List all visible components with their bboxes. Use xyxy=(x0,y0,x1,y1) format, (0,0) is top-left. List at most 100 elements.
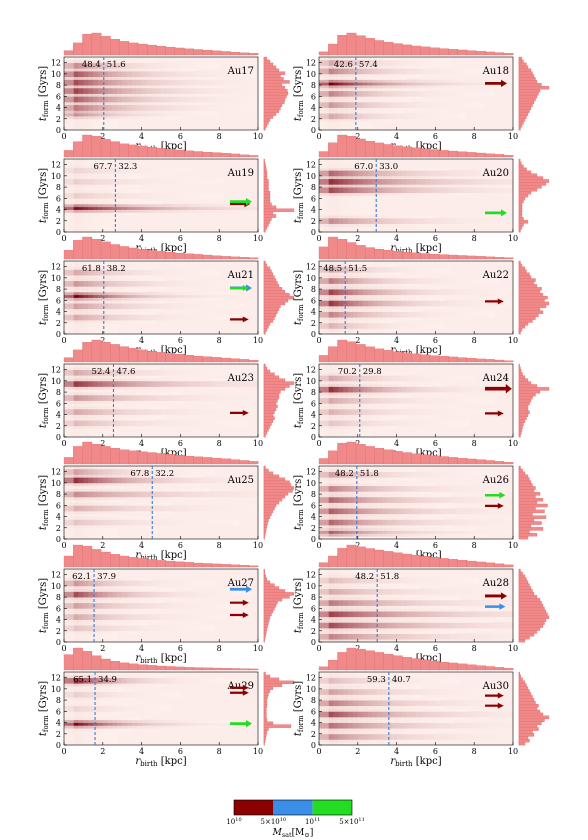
heatmap-cell xyxy=(83,408,89,413)
heatmap-cell xyxy=(170,65,176,69)
heatmap-cell xyxy=(64,386,70,390)
side-hist-bar xyxy=(263,185,269,189)
heatmap-cell xyxy=(319,328,325,332)
heatmap-cell xyxy=(64,127,70,131)
heatmap-cell xyxy=(151,300,157,304)
heatmap-cell xyxy=(199,181,206,185)
top-hist-bar xyxy=(485,256,495,260)
heatmap-cell xyxy=(479,303,485,307)
heatmap-cell xyxy=(170,181,176,185)
heatmap-cell xyxy=(352,187,359,191)
heatmap-cell xyxy=(445,85,451,89)
heatmap-cell xyxy=(156,317,162,321)
heatmap-cell xyxy=(146,380,152,385)
heatmap-cell xyxy=(416,68,422,72)
heatmap-cell xyxy=(401,311,407,315)
heatmap-cell xyxy=(175,297,181,301)
heatmap-cell xyxy=(449,68,456,72)
heatmap-cell xyxy=(93,305,99,310)
heatmap-cell xyxy=(175,192,181,196)
heatmap-cell xyxy=(333,263,339,268)
heatmap-cell xyxy=(107,65,113,69)
heatmap-cell xyxy=(122,417,128,421)
heatmap-cell xyxy=(204,195,210,199)
heatmap-cell xyxy=(73,184,79,188)
heatmap-cell xyxy=(141,378,147,382)
heatmap-cell xyxy=(170,272,176,276)
heatmap-cell xyxy=(488,178,494,182)
heatmap-cell xyxy=(224,71,230,75)
heatmap-cell xyxy=(78,198,84,202)
heatmap-cell xyxy=(352,325,359,329)
heatmap-cell xyxy=(93,417,99,421)
heatmap-cell xyxy=(406,192,412,196)
heatmap-cell xyxy=(382,325,388,329)
x-tick-label: 2 xyxy=(100,132,105,141)
heatmap-cell xyxy=(88,170,94,174)
heatmap-cell xyxy=(97,275,104,279)
heatmap-cell xyxy=(430,280,436,284)
heatmap-cell xyxy=(175,209,181,213)
heatmap-cell xyxy=(386,115,393,120)
heatmap-cell xyxy=(83,303,89,307)
heatmap-cell xyxy=(93,173,99,177)
heatmap-cell xyxy=(102,300,109,304)
heatmap-cell xyxy=(83,192,89,196)
heatmap-cell xyxy=(127,417,133,421)
heatmap-cell xyxy=(362,115,368,120)
heatmap-cell xyxy=(386,319,393,324)
heatmap-cell xyxy=(435,85,441,89)
heatmap-cell xyxy=(323,263,330,268)
heatmap-cell xyxy=(430,300,436,304)
heatmap-cell xyxy=(319,280,325,284)
heatmap-cell xyxy=(151,366,157,371)
heatmap-cell xyxy=(214,93,220,97)
heatmap-cell xyxy=(352,198,359,202)
heatmap-cell xyxy=(107,280,113,284)
heatmap-cell xyxy=(117,209,123,213)
heatmap-cell xyxy=(377,170,383,174)
heatmap-cell xyxy=(228,99,235,103)
heatmap-cell xyxy=(386,71,393,75)
heatmap-cell xyxy=(328,187,334,191)
heatmap-cell xyxy=(333,195,339,199)
heatmap-cell xyxy=(73,422,79,427)
heatmap-cell xyxy=(401,317,407,321)
heatmap-cell xyxy=(107,99,113,103)
heatmap-cell xyxy=(156,297,162,301)
heatmap-cell xyxy=(435,187,441,191)
heatmap-cell xyxy=(73,76,79,80)
heatmap-cell xyxy=(362,217,368,222)
heatmap-cell xyxy=(382,269,388,273)
heatmap-cell xyxy=(117,178,123,182)
heatmap-cell xyxy=(64,115,70,120)
heatmap-cell xyxy=(190,209,196,213)
heatmap-cell xyxy=(319,198,325,202)
heatmap-cell xyxy=(93,308,99,312)
heatmap-cell xyxy=(338,300,344,304)
heatmap-cell xyxy=(107,434,113,438)
heatmap-cell xyxy=(78,311,84,315)
heatmap-cell xyxy=(64,73,70,78)
heatmap-cell xyxy=(474,173,480,177)
heatmap-cell xyxy=(73,417,79,421)
heatmap-cell xyxy=(64,325,70,329)
heatmap-cell xyxy=(97,311,104,315)
heatmap-cell xyxy=(474,187,480,191)
heatmap-cell xyxy=(165,96,172,100)
heatmap-cell xyxy=(122,366,128,371)
heatmap-cell xyxy=(362,178,368,182)
heatmap-cell xyxy=(93,187,99,191)
heatmap-cell xyxy=(83,121,89,125)
heatmap-cell xyxy=(117,314,123,318)
heatmap-cell xyxy=(78,414,84,418)
heatmap-cell xyxy=(420,215,427,219)
heatmap-cell xyxy=(483,303,490,307)
heatmap-cell xyxy=(440,101,446,106)
heatmap-cell xyxy=(151,383,157,387)
heatmap-cell xyxy=(435,59,441,64)
heatmap-cell xyxy=(367,226,373,230)
heatmap-cell xyxy=(469,291,475,296)
heatmap-cell xyxy=(78,59,84,64)
heatmap-cell xyxy=(411,65,417,69)
